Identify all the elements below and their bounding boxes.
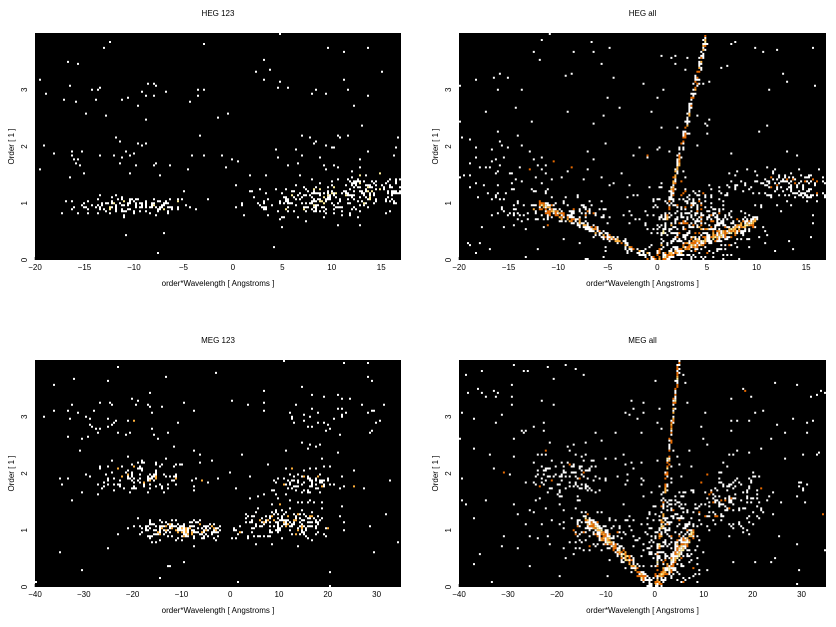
y-tick-label: 1: [444, 200, 453, 205]
y-tick-label: 3: [444, 87, 453, 92]
x-tick-label: 10: [275, 590, 284, 599]
x-tick-label: 5: [705, 263, 710, 272]
panel-heg-123: HEG 123 −20 −15 −10 −5 0 5 10 15 0 1 2 3 order*Wavele…: [7, 9, 401, 288]
y-tick-label: 3: [444, 414, 453, 419]
y-tick-label: 3: [20, 87, 29, 92]
x-tick-label: −15: [502, 263, 516, 272]
heatmap-cells-level-6: [39, 33, 401, 254]
x-tick-label: 5: [280, 263, 285, 272]
y-axis-label: Order [ 1 ]: [7, 455, 16, 491]
x-tick-label: −20: [550, 590, 564, 599]
x-tick-label: 20: [323, 590, 332, 599]
x-tick-label: 10: [752, 263, 761, 272]
y-tick-label: 2: [444, 144, 453, 149]
x-tick-label: −15: [78, 263, 92, 272]
y-tick-label: 0: [20, 257, 29, 262]
y-tick-label: 0: [20, 584, 29, 589]
chart-title: HEG 123: [202, 9, 235, 18]
x-axis-label: order*Wavelength [ Angstroms ]: [162, 279, 275, 288]
x-tick-label: −40: [28, 590, 42, 599]
y-tick-label: 1: [20, 200, 29, 205]
y-axis-label: Order [ 1 ]: [431, 128, 440, 164]
y-axis-label: Order [ 1 ]: [431, 455, 440, 491]
panel-meg-123: MEG 123 −40 −30 −20 −10 0 10 20 30 0 1 2 3 order*Wave…: [7, 336, 401, 615]
x-tick-label: 0: [228, 590, 233, 599]
heatmap-cells-level-5: [109, 172, 381, 211]
x-tick-label: −30: [501, 590, 515, 599]
x-tick-label: 10: [699, 590, 708, 599]
x-axis-label: order*Wavelength [ Angstroms ]: [586, 279, 699, 288]
x-axis-label: order*Wavelength [ Angstroms ]: [586, 606, 699, 615]
x-tick-label: 0: [655, 263, 660, 272]
y-tick-label: 0: [444, 257, 453, 262]
x-tick-label: −20: [452, 263, 466, 272]
chart-title: HEG all: [629, 9, 657, 18]
x-tick-label: 0: [231, 263, 236, 272]
y-axis-label: Order [ 1 ]: [7, 128, 16, 164]
x-tick-label: 10: [327, 263, 336, 272]
chart-title: MEG all: [628, 336, 657, 345]
plot-area: [459, 360, 826, 587]
y-tick-label: 1: [444, 527, 453, 532]
x-tick-label: −10: [551, 263, 565, 272]
x-tick-label: 20: [748, 590, 757, 599]
x-tick-label: −40: [452, 590, 466, 599]
y-tick-label: 0: [444, 584, 453, 589]
panel-heg-all: HEG all −20 −15 −10 −5 0 5 10 15 0 1 2 3 order*Wavele…: [431, 9, 826, 288]
x-tick-label: −5: [179, 263, 189, 272]
y-tick-label: 1: [20, 527, 29, 532]
plot-area: [35, 360, 401, 587]
chart-title: MEG 123: [201, 336, 235, 345]
y-tick-label: 3: [20, 414, 29, 419]
x-tick-label: −10: [127, 263, 141, 272]
x-tick-label: −10: [175, 590, 189, 599]
x-tick-label: −10: [599, 590, 613, 599]
x-axis-label: order*Wavelength [ Angstroms ]: [162, 606, 275, 615]
x-tick-label: −20: [28, 263, 42, 272]
y-tick-label: 2: [444, 471, 453, 476]
plot-area: [35, 33, 401, 260]
x-tick-label: 30: [372, 590, 381, 599]
x-tick-label: −30: [77, 590, 91, 599]
plot-area: [459, 33, 826, 260]
x-tick-label: −20: [126, 590, 140, 599]
x-tick-label: 0: [653, 590, 658, 599]
y-tick-label: 2: [20, 144, 29, 149]
x-tick-label: −5: [603, 263, 613, 272]
panel-meg-all: MEG all −40 −30 −20 −10 0 10 20 30 0 1 2 3 order*Wave…: [431, 336, 826, 615]
x-tick-label: 15: [802, 263, 811, 272]
x-tick-label: 30: [797, 590, 806, 599]
y-tick-label: 2: [20, 471, 29, 476]
x-tick-label: 15: [377, 263, 386, 272]
